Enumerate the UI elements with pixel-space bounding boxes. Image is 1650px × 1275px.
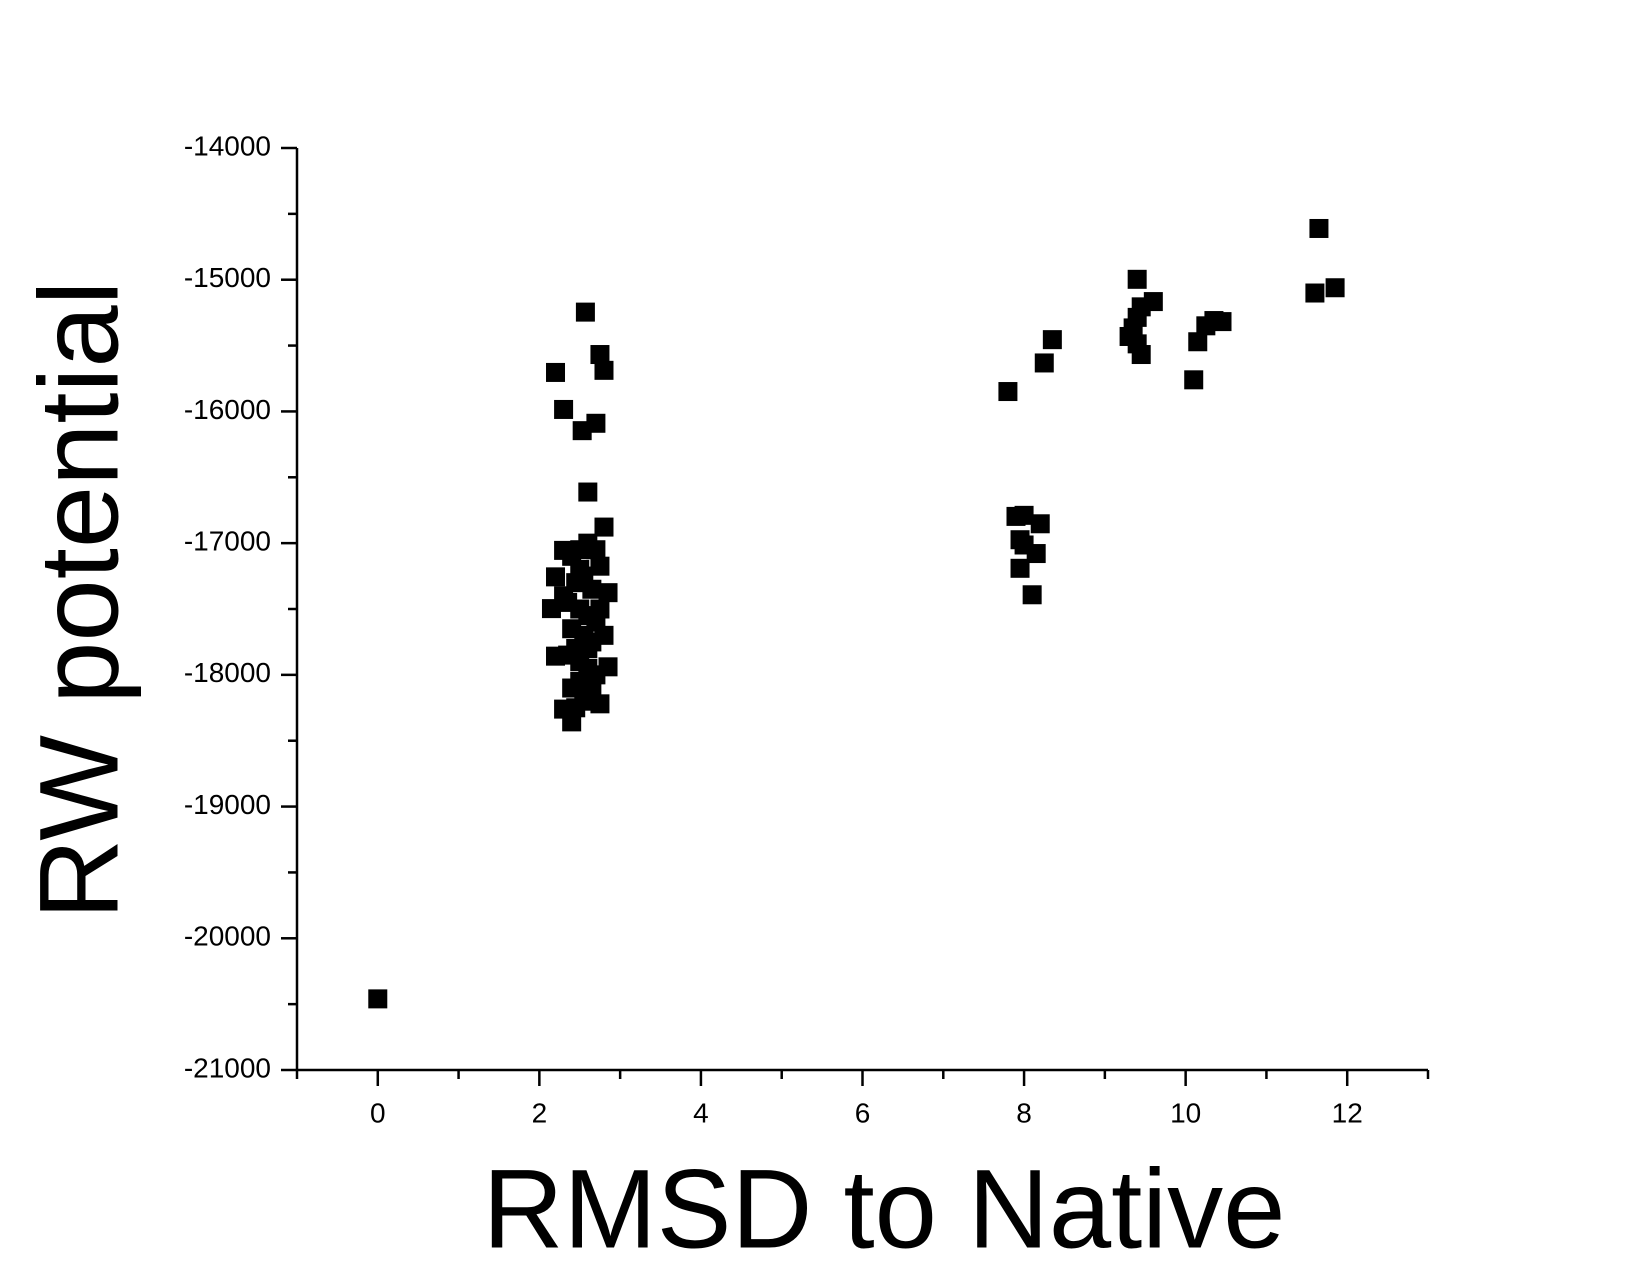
point: [1022, 585, 1042, 605]
point: [1030, 514, 1050, 534]
point: [582, 579, 602, 599]
point: [586, 413, 606, 433]
point: [1026, 544, 1046, 564]
point: [570, 559, 590, 579]
x-tick-label: 2: [532, 1097, 548, 1128]
x-tick-label: 10: [1170, 1097, 1201, 1128]
point: [586, 540, 606, 560]
y-tick-label: -16000: [184, 394, 271, 425]
y-tick-label: -21000: [184, 1052, 271, 1083]
point: [594, 360, 614, 380]
point: [575, 302, 595, 322]
point: [1309, 218, 1329, 238]
point: [590, 345, 610, 365]
point: [1010, 558, 1030, 578]
x-tick-label: 6: [855, 1097, 871, 1128]
point: [1325, 278, 1345, 298]
x-tick-label: 12: [1332, 1097, 1363, 1128]
point: [590, 556, 610, 576]
point: [582, 678, 602, 698]
point: [594, 517, 614, 537]
point: [998, 382, 1018, 402]
point: [546, 362, 566, 382]
point: [590, 599, 610, 619]
point: [1042, 330, 1062, 350]
y-tick-label: -14000: [184, 130, 271, 161]
point: [1131, 345, 1151, 365]
point: [578, 482, 598, 502]
point: [1305, 283, 1325, 303]
point: [598, 583, 618, 603]
point: [1212, 312, 1232, 332]
y-tick-label: -19000: [184, 789, 271, 820]
x-axis-label: RMSD to Native: [483, 1147, 1286, 1272]
x-tick-label: 8: [1016, 1097, 1032, 1128]
point: [1014, 505, 1034, 525]
point: [566, 698, 586, 718]
point: [1127, 269, 1147, 289]
point: [578, 639, 598, 659]
point: [554, 399, 574, 419]
point: [554, 586, 574, 606]
y-tick-label: -18000: [184, 657, 271, 688]
y-tick-label: -17000: [184, 526, 271, 557]
point: [1143, 292, 1163, 312]
y-axis-label: RW potential: [17, 280, 142, 919]
x-tick-label: 4: [693, 1097, 709, 1128]
y-tick-label: -20000: [184, 921, 271, 952]
point: [594, 625, 614, 645]
point: [546, 567, 566, 587]
y-tick-label: -15000: [184, 262, 271, 293]
point: [1184, 370, 1204, 390]
x-tick-label: 0: [370, 1097, 386, 1128]
point: [1188, 332, 1208, 352]
point: [1123, 318, 1143, 338]
point: [368, 989, 388, 1009]
point: [1034, 353, 1054, 373]
